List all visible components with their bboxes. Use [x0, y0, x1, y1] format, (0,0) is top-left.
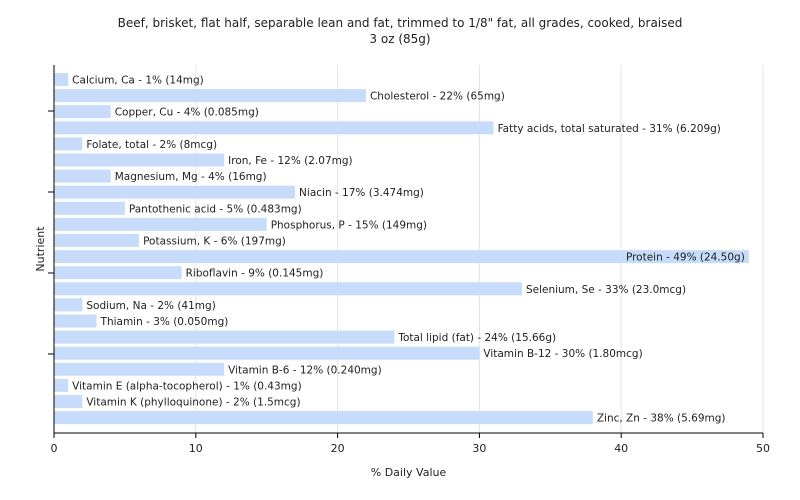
- bar-label: Iron, Fe - 12% (2.07mg): [228, 155, 352, 167]
- bar: [54, 330, 395, 344]
- x-tick-label: 50: [756, 442, 770, 455]
- bar-label: Folate, total - 2% (8mcg): [86, 139, 217, 151]
- bar: [54, 169, 111, 183]
- x-axis-label: % Daily Value: [371, 466, 447, 479]
- bar: [54, 346, 480, 360]
- bar: [54, 314, 97, 328]
- bar-label: Vitamin E (alpha-tocopherol) - 1% (0.43m…: [72, 380, 302, 392]
- bar-label: Selenium, Se - 33% (23.0mcg): [526, 284, 686, 296]
- chart-title: Beef, brisket, flat half, separable lean…: [117, 16, 683, 30]
- y-axis-label: Nutrient: [34, 226, 47, 272]
- bar: [54, 153, 225, 167]
- bar-label: Protein - 49% (24.50g): [626, 252, 745, 264]
- bar: [54, 411, 593, 425]
- bar: [54, 105, 111, 119]
- bar: [54, 395, 83, 408]
- bar-label: Thiamin - 3% (0.050mg): [100, 316, 229, 328]
- bar: [54, 378, 69, 392]
- axes: 0 10 20 30 40 50: [48, 65, 770, 455]
- bar-label: Fatty acids, total saturated - 31% (6.20…: [498, 123, 721, 135]
- bar: [54, 234, 140, 247]
- bar: [54, 201, 125, 215]
- x-tick-label: 30: [472, 442, 486, 455]
- x-tick-label: 0: [51, 442, 58, 455]
- bar: [54, 73, 69, 86]
- bar: [54, 185, 296, 199]
- bar-label: Total lipid (fat) - 24% (15.66g): [397, 332, 556, 344]
- gridlines: [54, 65, 764, 433]
- bar-label: Sodium, Na - 2% (41mg): [86, 300, 215, 312]
- plot-area: [54, 65, 763, 433]
- bar-label: Cholesterol - 22% (65mg): [370, 91, 505, 103]
- bar-label: Calcium, Ca - 1% (14mg): [72, 75, 204, 87]
- chart-subtitle: 3 oz (85g): [369, 32, 431, 46]
- bar-label: Niacin - 17% (3.474mg): [299, 187, 424, 199]
- bar: [54, 298, 83, 312]
- bar-label: Vitamin K (phylloquinone) - 2% (1.5mcg): [86, 397, 300, 409]
- bar-label: Vitamin B-6 - 12% (0.240mg): [228, 364, 382, 376]
- bar-label: Riboflavin - 9% (0.145mg): [186, 268, 324, 280]
- bar-label: Vitamin B-12 - 30% (1.80mcg): [483, 348, 642, 360]
- x-tick-label: 10: [189, 442, 203, 455]
- bar-label: Phosphorus, P - 15% (149mg): [271, 219, 427, 231]
- bar-label: Magnesium, Mg - 4% (16mg): [115, 171, 267, 183]
- bar: [54, 89, 366, 103]
- x-tick-label: 40: [614, 442, 628, 455]
- bar-label: Pantothenic acid - 5% (0.483mg): [129, 203, 302, 215]
- bar-label: Potassium, K - 6% (197mg): [143, 236, 286, 248]
- x-tick-label: 20: [331, 442, 345, 455]
- bar-label: Copper, Cu - 4% (0.085mg): [115, 107, 259, 119]
- bar: [54, 250, 749, 264]
- bars: Calcium, Ca - 1% (14mg) Cholesterol - 22%…: [54, 73, 749, 425]
- bar: [54, 217, 267, 231]
- bar: [54, 121, 494, 135]
- bar: [54, 282, 522, 296]
- bar: [54, 362, 225, 376]
- bar: [54, 266, 182, 280]
- bar-label: Zinc, Zn - 38% (5.69mg): [597, 413, 726, 425]
- bar: [54, 137, 83, 151]
